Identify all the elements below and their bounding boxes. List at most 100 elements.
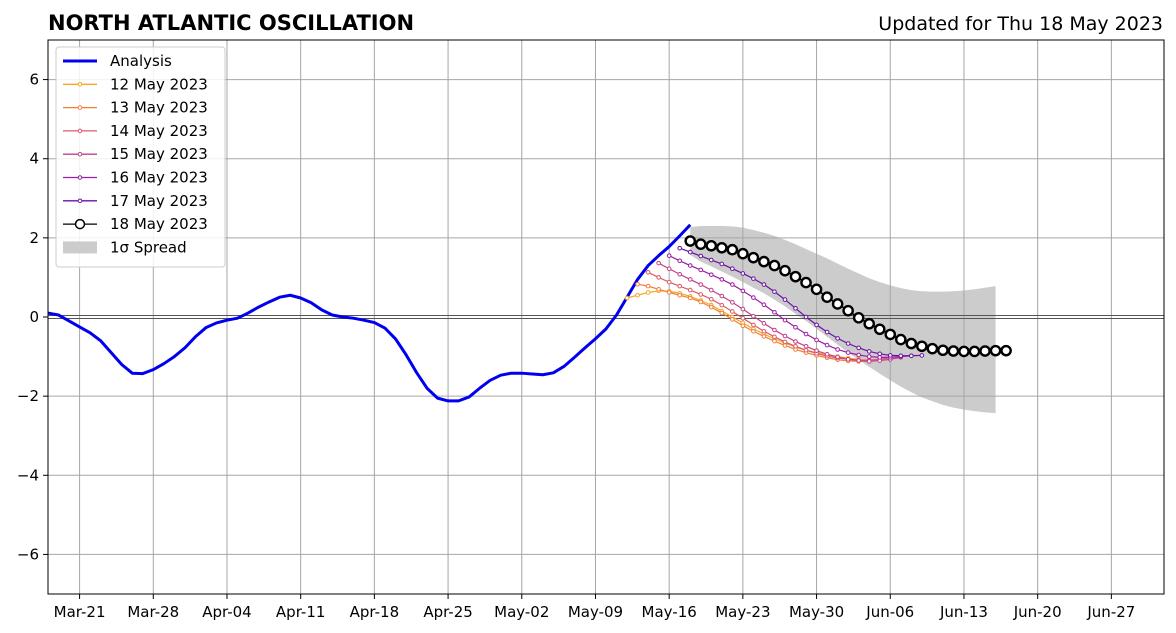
legend-marker [77,175,83,180]
forecast-point [677,292,683,298]
forecast-point [645,269,651,275]
forecast-point [726,243,739,256]
forecast-point [656,287,661,292]
legend-box [55,46,226,268]
forecast-point [708,257,714,263]
forecast-point [898,353,904,359]
forecast-point [645,290,651,295]
legend-marker [77,105,83,110]
forecast-point [856,358,861,363]
forecast-point [708,272,714,277]
forecast-point [968,345,981,358]
forecast-point [751,322,756,328]
forecast-point [863,317,876,330]
forecast-point [687,277,693,282]
forecast-point [803,347,809,353]
forecast-point [877,351,883,357]
forecast-point [845,350,851,355]
x-tick-label: May-16 [642,603,697,621]
legend-label: 16 May 2023 [110,169,208,187]
forecast-point [751,276,756,281]
forecast-point [740,323,746,329]
forecast-point [737,247,749,260]
forecast-point [782,317,788,323]
forecast-point [793,339,798,344]
forecast-point [916,340,928,353]
forecast-point [814,348,819,353]
legend-label: 13 May 2023 [110,99,208,117]
legend: Analysis 12 May 2023 13 May 2023 14 May 202… [55,46,226,268]
forecast-point [821,291,833,304]
legend-label: 12 May 2023 [110,75,208,93]
series-forecast-2023-05-13 [635,281,872,364]
forecast-point [866,354,872,359]
forecast-point [761,334,767,339]
forecast-point [687,249,693,255]
forecast-point [740,315,746,321]
forecast-point [989,344,1002,357]
forecast-point [852,311,865,324]
series-forecast-2023-05-17 [677,245,925,359]
forecast-point [705,239,718,252]
forecast-point [719,310,725,316]
forecast-point [772,309,777,315]
series-analysis-line [47,223,692,403]
forecast-point [789,270,802,283]
forecast-point [666,253,672,258]
legend-item: 14 May 2023 [63,122,208,140]
legend-label: 18 May 2023 [110,215,208,233]
legend-item: 18 May 2023 [63,215,208,233]
legend-label: 1σ Spread [110,238,187,256]
legend-swatch [63,241,97,254]
forecast-point [894,333,907,346]
legend-marker [74,218,86,230]
forecast-point [926,342,939,355]
legend-item: 17 May 2023 [63,192,208,210]
legend-label: 17 May 2023 [110,192,208,210]
forecast-point [793,343,798,349]
forecast-point [719,293,725,299]
forecast-point [730,309,735,314]
forecast-point [677,258,683,264]
forecast-point [793,324,798,330]
series-forecast-2023-05-18 [684,235,1012,358]
forecast-point [782,333,788,339]
forecast-point [803,343,809,349]
forecast-point [719,261,725,267]
forecast-point [747,251,760,264]
forecast-point [708,296,714,302]
legend-label: 15 May 2023 [110,145,208,163]
forecast-point [768,259,781,272]
forecast-point [772,338,777,344]
forecast-point [947,345,960,357]
forecast-point [656,260,661,266]
forecast-point [782,343,788,348]
forecast-point [751,328,756,334]
forecast-point [730,300,735,305]
forecast-point [698,282,704,287]
forecast-point [919,353,925,358]
forecast-point [772,289,777,294]
y-tick-label: −4 [17,466,39,484]
forecast-point [677,271,683,277]
forecast-point [758,255,770,268]
forecast-point [730,282,735,287]
forecast-point [866,359,872,364]
forecast-point [666,279,672,285]
y-tick-label: 0 [29,308,39,326]
forecast-point [684,235,697,247]
forecast-point [751,295,756,300]
forecast-point [856,352,861,358]
forecast-point [666,266,672,272]
forecast-point [761,328,767,334]
chart-subtitle: Updated for Thu 18 May 2023 [878,13,1163,35]
forecast-point [803,331,809,337]
forecast-point [761,282,767,287]
forecast-point [751,313,756,319]
forecast-point [877,355,883,360]
forecast-point [698,267,704,273]
forecast-point [635,292,640,298]
legend-marker [77,151,83,157]
zero-line-layer [48,315,1164,319]
